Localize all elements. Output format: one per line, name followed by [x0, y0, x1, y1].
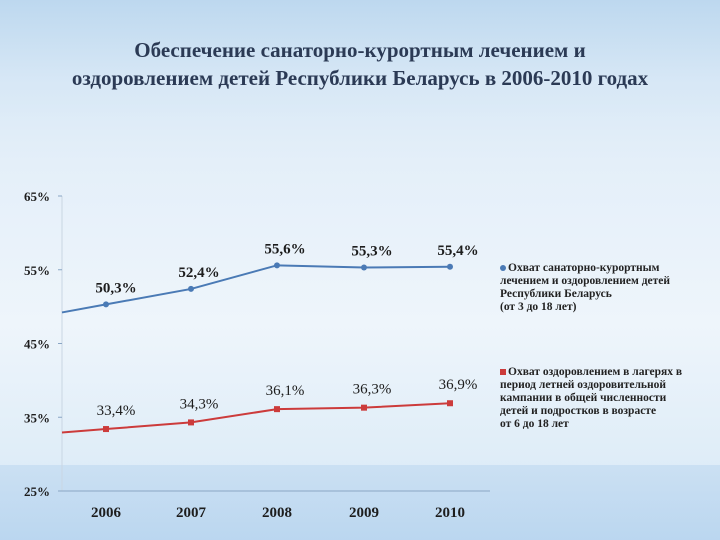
y-tick-label: 45% [24, 337, 50, 352]
y-tick-label: 25% [24, 484, 50, 499]
data-label: 36,1% [266, 383, 305, 399]
legend-line: Республики Беларусь [500, 288, 612, 300]
data-label: 55,6% [264, 241, 305, 257]
legend-item-2: Охват оздоровлением в лагерях в период ле… [500, 366, 682, 431]
legend-square-marker-icon [500, 369, 506, 376]
page-title: Обеспечение санаторно-курортным лечением… [0, 36, 720, 92]
x-tick-label: 2008 [262, 505, 292, 521]
legend-text: (от 3 до 18 лет) [500, 301, 670, 314]
legend-text: период летней оздоровительной [500, 379, 682, 392]
legend-text: Охват оздоровлением в лагерях в [500, 366, 682, 379]
x-tick-label: 2009 [349, 505, 379, 521]
data-point [103, 426, 109, 433]
legend-text: Охват санаторно-курортным [500, 262, 670, 275]
data-label: 50,3% [95, 280, 136, 296]
data-label: 33,4% [97, 403, 136, 419]
legend-text: от 6 до 18 лет [500, 418, 682, 431]
title-line-2: оздоровлением детей Республики Беларусь … [71, 66, 649, 90]
legend-line: Охват оздоровлением в лагерях в [508, 366, 683, 378]
legend-item-1: Охват санаторно-курортным лечением и оздо… [500, 262, 670, 314]
data-point [447, 400, 453, 407]
legend-line: Охват санаторно-курортным [508, 262, 660, 274]
legend-line: лечением и оздоровлением детей [500, 275, 670, 287]
x-tick-label: 2010 [435, 505, 465, 521]
legend-line: детей и подростков в возрасте [500, 405, 657, 417]
background-footer [0, 465, 720, 540]
data-label: 36,9% [439, 377, 478, 393]
data-point [188, 285, 194, 292]
data-point [447, 263, 453, 270]
legend-line: период летней оздоровительной [500, 379, 667, 391]
x-tick-label: 2006 [91, 505, 122, 521]
y-tick-label: 65% [24, 189, 50, 204]
legend-line: кампании в общей численности [500, 392, 667, 404]
data-point [188, 419, 194, 426]
data-point [274, 262, 280, 269]
data-label: 34,3% [180, 396, 219, 412]
legend-circle-marker-icon [500, 265, 506, 272]
data-point [103, 301, 109, 308]
legend-text: кампании в общей численности [500, 392, 682, 405]
legend-text: Республики Беларусь [500, 288, 670, 301]
data-point [361, 264, 367, 271]
x-tick-label: 2007 [176, 505, 207, 521]
data-label: 36,3% [353, 382, 392, 398]
data-point [274, 406, 280, 413]
y-tick-label: 55% [24, 263, 50, 278]
series-line-1 [61, 264, 451, 314]
title-line-1: Обеспечение санаторно-курортным лечением… [134, 38, 586, 62]
data-label: 52,4% [178, 265, 219, 281]
data-label: 55,3% [351, 244, 392, 260]
data-label: 55,4% [437, 243, 478, 259]
legend-line: (от 3 до 18 лет) [500, 301, 577, 313]
legend-line: от 6 до 18 лет [500, 418, 569, 430]
background-header [0, 0, 720, 120]
data-point [361, 404, 367, 411]
legend-text: лечением и оздоровлением детей [500, 275, 670, 288]
legend-text: детей и подростков в возрасте [500, 405, 682, 418]
series-line-2 [61, 402, 451, 434]
y-tick-label: 35% [24, 410, 50, 425]
